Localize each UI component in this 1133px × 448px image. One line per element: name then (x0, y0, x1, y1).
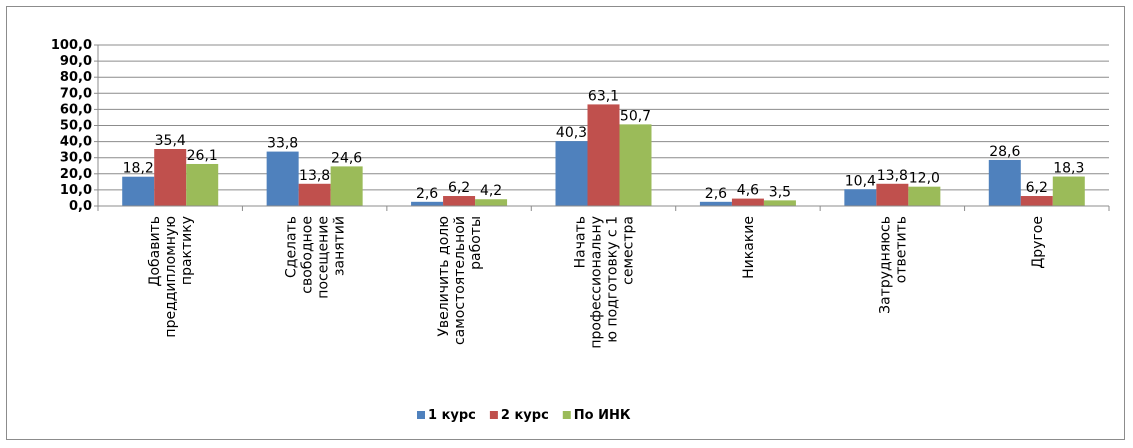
bar (1020, 196, 1053, 206)
bar (555, 141, 588, 206)
data-label: 18,2 (123, 161, 154, 177)
data-label: 28,6 (989, 144, 1020, 160)
category-label-line: работы (468, 216, 484, 270)
category-label: Добавить преддипломную практику (147, 216, 195, 338)
category-label: Затрудняюсь ответить (877, 216, 909, 314)
data-label: 35,4 (155, 133, 186, 149)
bar (475, 199, 508, 206)
data-label: 40,3 (556, 125, 587, 141)
bar (154, 149, 187, 206)
category-label-line: Другое (1030, 216, 1046, 269)
data-label: 33,8 (267, 136, 298, 152)
bar (443, 196, 476, 206)
data-label: 24,6 (331, 150, 362, 166)
bar (411, 201, 444, 206)
category-label: Начать профессиональну ю подготовку с 1 сем… (573, 216, 637, 349)
data-label: 6,2 (1026, 180, 1048, 196)
legend: 1 курс 2 курс По ИНК (417, 408, 631, 423)
legend-swatch (562, 411, 571, 419)
y-tick-label: 50,0 (60, 119, 92, 134)
category-label: Другое (1030, 216, 1046, 269)
bar (186, 163, 219, 206)
bar (1052, 176, 1085, 206)
bar (619, 124, 652, 206)
category-label-line: практику (179, 216, 195, 285)
y-tick-label: 40,0 (60, 135, 92, 150)
category-label-line: Затрудняюсь (877, 216, 893, 314)
bar (330, 166, 363, 206)
legend-entry: 1 курс (428, 408, 476, 423)
bar (587, 104, 620, 206)
y-tick-label: 30,0 (60, 151, 92, 166)
data-label: 3,5 (769, 184, 791, 200)
data-label: 6,2 (448, 180, 470, 196)
legend-entry: По ИНК (574, 408, 631, 423)
category-label: Увеличить долю самостоятельной работы (436, 216, 484, 345)
y-tick-label: 90,0 (60, 54, 92, 69)
data-label: 2,6 (705, 186, 727, 202)
bar (908, 186, 941, 206)
y-tick-label: 70,0 (60, 86, 92, 101)
category-label-line: Никакие (741, 216, 757, 279)
bar (699, 201, 732, 206)
data-label: 26,1 (187, 148, 218, 164)
y-tick-label: 100,0 (51, 38, 92, 53)
bar (731, 198, 764, 206)
category-label-line: ответить (893, 216, 909, 283)
legend-entry: 2 курс (501, 408, 549, 423)
category-label-line: преддипломную (163, 216, 179, 338)
category-labels: Добавить преддипломную практику Сделать своб… (147, 216, 1046, 349)
y-tick-label: 20,0 (60, 167, 92, 182)
data-label: 4,6 (737, 183, 759, 199)
legend-swatch (417, 411, 425, 419)
bar (763, 200, 796, 206)
y-tick-label: 80,0 (60, 70, 92, 85)
bar (876, 183, 909, 206)
data-label: 12,0 (909, 171, 940, 187)
category-label-line: профессиональну (589, 216, 605, 349)
category-label-line: семестра (621, 216, 637, 285)
category-label-line: свободное (300, 216, 316, 294)
category-label-line: самостоятельной (452, 216, 468, 345)
chart-frame: 0,0 10,0 20,0 30,0 40,0 50,0 60,0 70,0 80,0 90,0 1… (6, 6, 1125, 440)
data-label: 2,6 (416, 186, 438, 202)
data-label: 4,2 (480, 183, 502, 199)
category-label-line: Увеличить долю (436, 216, 452, 337)
y-tick-label: 10,0 (60, 183, 92, 198)
bars (122, 104, 1085, 206)
bar (298, 183, 331, 206)
data-label: 10,4 (845, 173, 876, 189)
bar (844, 189, 877, 206)
data-label: 13,8 (299, 168, 330, 184)
data-label: 18,3 (1053, 161, 1084, 177)
data-label: 50,7 (620, 108, 651, 124)
category-label-line: Добавить (147, 216, 163, 286)
bar (266, 151, 299, 206)
category-label: Никакие (741, 216, 757, 279)
y-tick-label: 60,0 (60, 102, 92, 117)
category-label: Сделать свободное посещение занятий (284, 216, 348, 299)
category-label-line: Сделать (284, 216, 300, 278)
bar (122, 176, 155, 206)
data-label: 13,8 (877, 168, 908, 184)
bar-chart: 0,010,020,030,040,050,060,070,080,090,01… (51, 38, 1110, 423)
category-label-line: Начать (573, 216, 589, 268)
category-label-line: посещение (316, 216, 332, 299)
data-label: 63,1 (588, 88, 619, 104)
axes: 0,010,020,030,040,050,060,070,080,090,01… (51, 38, 1110, 214)
y-tick-label: 0,0 (69, 199, 92, 214)
category-label-line: занятий (332, 216, 348, 276)
data-labels: 18,235,426,133,813,824,62,6 6,2 4,240,363,… (123, 88, 1085, 201)
legend-swatch (489, 411, 498, 419)
bar (988, 159, 1021, 206)
category-label-line: ю подготовку с 1 (605, 216, 621, 343)
